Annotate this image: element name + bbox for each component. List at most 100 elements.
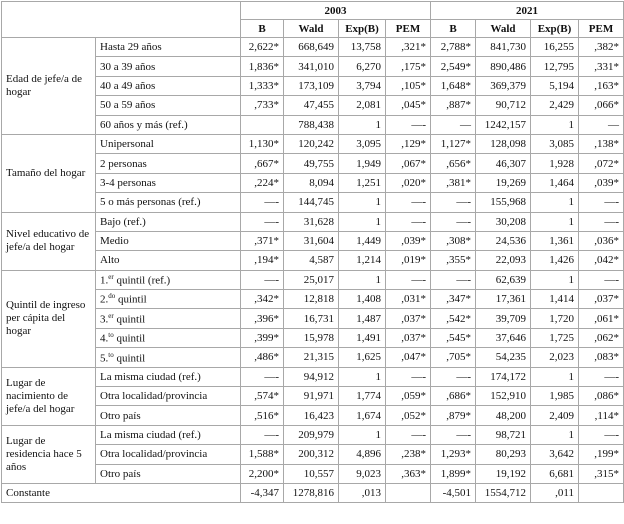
table-body: Edad de jefe/a de hogar Hasta 29 años 2,62… (1, 36, 624, 504)
value-cell: 19,192 (475, 463, 531, 484)
value-cell: ,072* (578, 153, 624, 174)
value-cell: 1,130* (240, 133, 284, 155)
value-cell: 91,971 (283, 386, 339, 407)
data-row: Otra localidad/provincia 1,588* 200,312 4,8… (2, 444, 624, 465)
data-row: 60 años y más (ref.) 788,438 1 —- —1242,157 1… (2, 114, 624, 135)
data-row: Medio ,371* 31,604 1,449,039* ,308* 24,536 1,3… (2, 230, 624, 252)
ordinal-number: 4. (100, 332, 109, 345)
value-cell: 128,098 (475, 133, 531, 155)
value-cell: 1,674 (338, 405, 386, 426)
ordinal-suffix: to (108, 350, 114, 359)
ordinal-number: 3. (100, 313, 109, 326)
value-cell: ,574* (240, 386, 284, 407)
column-header: Exp(B) (530, 19, 579, 38)
value-cell: 173,109 (283, 75, 339, 97)
value-cell: ,052* (385, 405, 431, 426)
value-cell: 2,200* (240, 463, 284, 484)
value-cell: ,037* (385, 327, 431, 349)
value-cell: —- (240, 192, 284, 213)
value-cell: 1 (530, 366, 579, 388)
value-cell: —- (385, 192, 431, 213)
value-cell: 6,270 (338, 56, 386, 77)
row-label: La misma ciudad (ref.) (95, 366, 241, 388)
data-row: Quintil de ingreso per cápita del hogar 1… (1, 269, 624, 368)
ordinal-suffix: er (108, 273, 114, 282)
group-label: Nivel educativo de jefe/a del hogar (1, 211, 96, 271)
value-cell: 1 (530, 114, 579, 135)
value-cell: —- (430, 211, 476, 232)
value-cell: —- (578, 269, 624, 291)
group-label: Lugar de residencia hace 5 años (1, 424, 96, 484)
value-cell: 1,214 (338, 250, 386, 271)
value-cell: 13,758 (338, 36, 386, 58)
value-cell: —- (240, 424, 284, 446)
value-cell: ,042* (578, 250, 624, 271)
value-cell: 19,269 (475, 172, 531, 194)
value-cell: ,059* (385, 386, 431, 407)
column-header: B (240, 19, 284, 38)
value-cell: -4,347 (240, 482, 284, 504)
value-cell: 80,293 (475, 444, 531, 465)
value-cell: 788,438 (283, 114, 339, 135)
row-label: 4.to quintil (95, 327, 241, 349)
value-cell: 144,745 (283, 192, 339, 213)
value-cell: 152,910 (475, 386, 531, 407)
value-cell: 1278,816 (283, 482, 339, 504)
blank-header (1, 1, 241, 38)
data-row: 30 a 39 años 1,836* 341,010 6,270,175* 2,549… (2, 56, 624, 77)
value-cell: ,331* (578, 56, 624, 77)
value-cell: —- (385, 269, 431, 291)
data-row: 40 a 49 años 1,333* 173,109 3,794,105* 1,648… (2, 75, 624, 97)
value-cell: 1 (530, 192, 579, 213)
value-cell: 10,557 (283, 463, 339, 484)
row-label: Alto (95, 250, 241, 271)
value-cell: 1242,157 (475, 114, 531, 135)
value-cell: ,656* (430, 153, 476, 174)
value-cell: —- (578, 211, 624, 232)
value-cell: 49,755 (283, 153, 339, 174)
value-cell: ,037* (385, 308, 431, 329)
data-row: 5.to quintil ,486* 21,315 1,625,047* ,705* 54… (2, 347, 624, 368)
value-cell: ,105* (385, 75, 431, 97)
value-cell: ,062* (578, 327, 624, 349)
value-cell: ,066* (578, 95, 624, 116)
value-cell: 12,818 (283, 289, 339, 310)
value-cell: ,175* (385, 56, 431, 77)
value-cell: 1,293* (430, 444, 476, 465)
value-cell: 15,978 (283, 327, 339, 349)
value-cell: 48,200 (475, 405, 531, 426)
value-cell: ,031* (385, 289, 431, 310)
value-cell: ,381* (430, 172, 476, 194)
value-cell: 30,208 (475, 211, 531, 232)
value-cell: ,138* (578, 133, 624, 155)
value-cell: 1,414 (530, 289, 579, 310)
value-cell: ,086* (578, 386, 624, 407)
value-cell: -4,501 (430, 482, 476, 504)
value-cell: —- (385, 114, 431, 135)
value-cell: 1,625 (338, 347, 386, 368)
value-cell: ,037* (578, 289, 624, 310)
row-label: Hasta 29 años (95, 36, 241, 58)
value-cell: 1,333* (240, 75, 284, 97)
value-cell: 1,408 (338, 289, 386, 310)
value-cell: ,545* (430, 327, 476, 349)
value-cell: 1,725 (530, 327, 579, 349)
value-cell: 841,730 (475, 36, 531, 58)
value-cell: 98,721 (475, 424, 531, 446)
group-label: Quintil de ingreso per cápita del hogar (1, 269, 96, 368)
value-cell: ,163* (578, 75, 624, 97)
value-cell: 1 (338, 211, 386, 232)
row-label: 1.er quintil (ref.) (95, 269, 241, 291)
value-cell: ,887* (430, 95, 476, 116)
value-cell: ,315* (578, 463, 624, 484)
value-cell: 200,312 (283, 444, 339, 465)
row-label: 3-4 personas (95, 172, 241, 194)
value-cell: 2,409 (530, 405, 579, 426)
value-cell: 1,588* (240, 444, 284, 465)
value-cell: 3,794 (338, 75, 386, 97)
data-row: Nivel educativo de jefe/a del hogar Bajo … (1, 211, 624, 271)
value-cell: ,733* (240, 95, 284, 116)
value-cell: 890,486 (475, 56, 531, 77)
value-cell: 341,010 (283, 56, 339, 77)
value-cell: 1,426 (530, 250, 579, 271)
